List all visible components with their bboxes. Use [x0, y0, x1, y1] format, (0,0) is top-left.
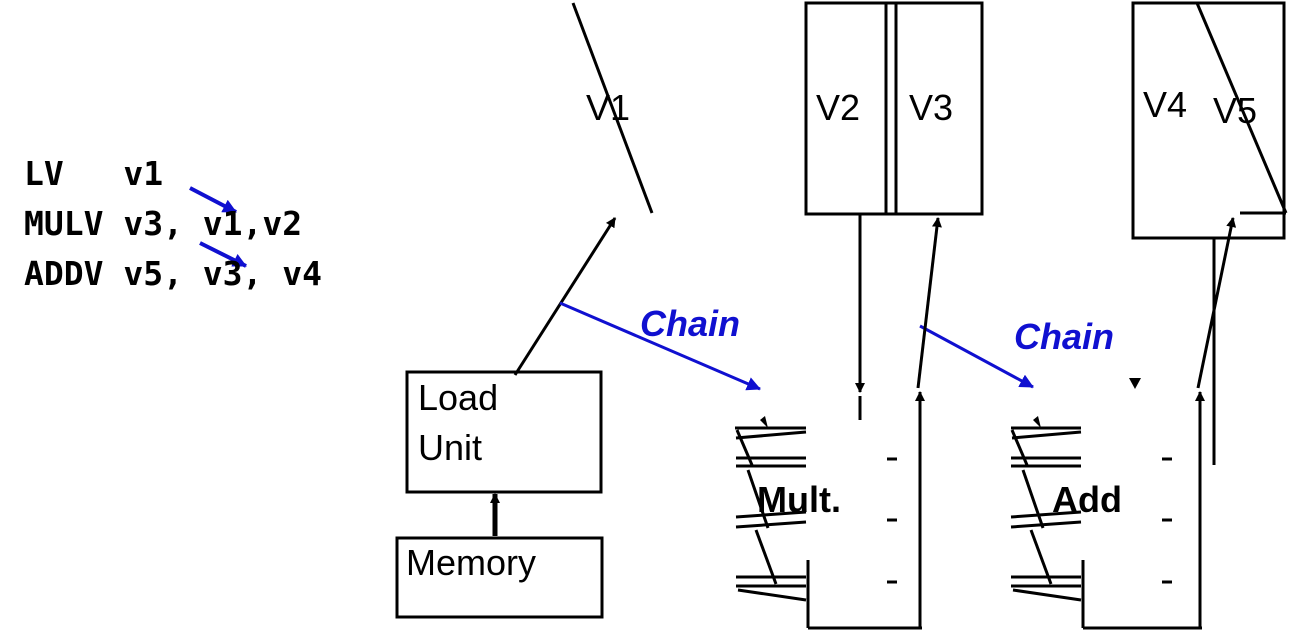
mult-label: Mult.	[757, 479, 841, 520]
mult-pipeline	[735, 416, 807, 602]
mult-to-v3-arrow	[916, 217, 942, 389]
memory-box	[395, 536, 604, 619]
chain-arrow-2	[919, 324, 1034, 389]
load-unit-box	[405, 370, 603, 494]
code-line-lv: LV v1	[24, 154, 164, 193]
load-to-v1-arrow	[513, 217, 617, 376]
chain-label-1: Chain	[640, 303, 741, 344]
v1-register	[571, 2, 654, 214]
code-line-mulv: MULV v3, v1,v2	[24, 204, 303, 243]
code-arrow-1	[189, 186, 237, 214]
v4-label: V4	[1143, 84, 1188, 125]
code-arrow-2	[199, 241, 247, 268]
code-chain-arrows	[189, 186, 247, 268]
chain-arrow-1	[559, 301, 761, 391]
add-pipeline	[1010, 416, 1082, 602]
v1-label: V1	[586, 87, 631, 128]
load-unit-label-line2: Unit	[418, 427, 483, 468]
chain-label-2: Chain	[1014, 316, 1115, 357]
v4-down-arrowhead	[1129, 378, 1141, 389]
add-label: Add	[1052, 479, 1122, 520]
code-line-addv: ADDV v5, v3, v4	[24, 254, 323, 293]
load-unit-label-line1: Load	[418, 377, 499, 418]
v3-label: V3	[909, 87, 954, 128]
mult-stage-marks	[887, 457, 897, 584]
v5-label: V5	[1213, 90, 1258, 131]
add-stage-marks	[1162, 457, 1172, 584]
v2-v3-register-file	[804, 1, 984, 216]
v4-v5-register-file	[1131, 1, 1288, 240]
memory-label: Memory	[406, 542, 537, 583]
v2-label: V2	[816, 87, 861, 128]
